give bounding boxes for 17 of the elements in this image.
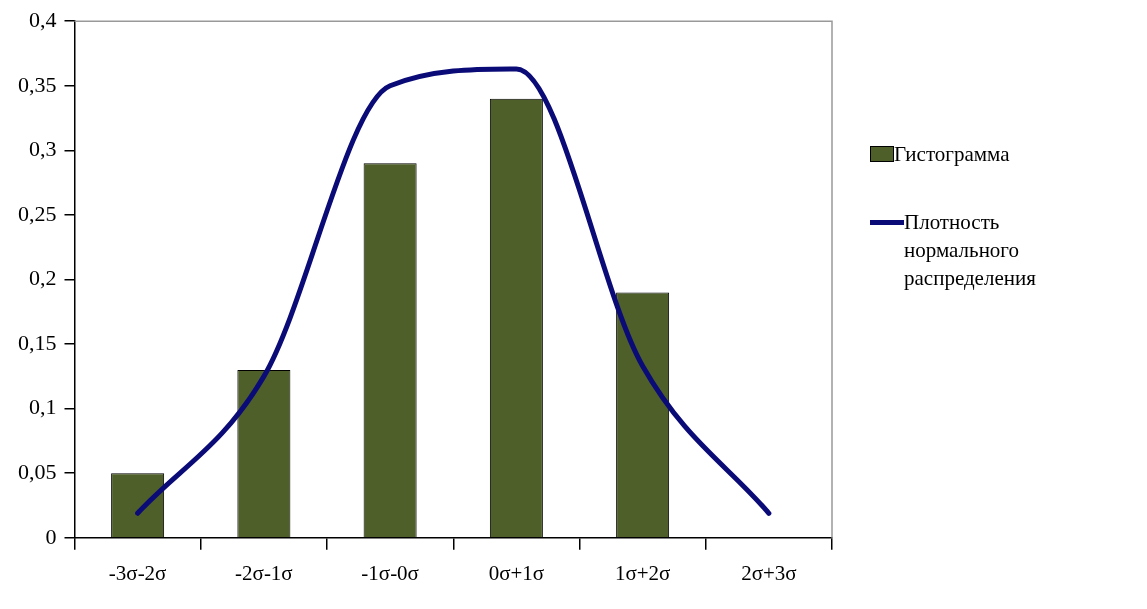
y-tick-label: 0,1 — [29, 394, 57, 420]
x-tick-label: 1σ+2σ — [614, 560, 671, 585]
x-tick-label: 0σ+1σ — [488, 560, 545, 585]
y-tick-label: 0,05 — [18, 459, 57, 485]
x-tick-label: -3σ-2σ — [108, 560, 167, 585]
legend-label: Плотность нормального распределения — [904, 209, 1037, 292]
x-tick-label: -2σ-1σ — [235, 560, 293, 585]
y-tick-label: 0,15 — [18, 329, 57, 355]
y-tick-label: 0,35 — [18, 71, 57, 97]
x-tick-label: -1σ-0σ — [361, 560, 419, 585]
y-tick-label: 0 — [45, 523, 57, 549]
y-tick-label: 0,4 — [29, 6, 57, 32]
y-tick-label: 0,3 — [29, 136, 57, 162]
x-tick-label: 2σ+3σ — [741, 560, 797, 585]
y-tick-label: 0,25 — [18, 200, 57, 226]
y-tick-label: 0,2 — [29, 265, 57, 291]
legend-label: Гистограмма — [894, 141, 1011, 168]
